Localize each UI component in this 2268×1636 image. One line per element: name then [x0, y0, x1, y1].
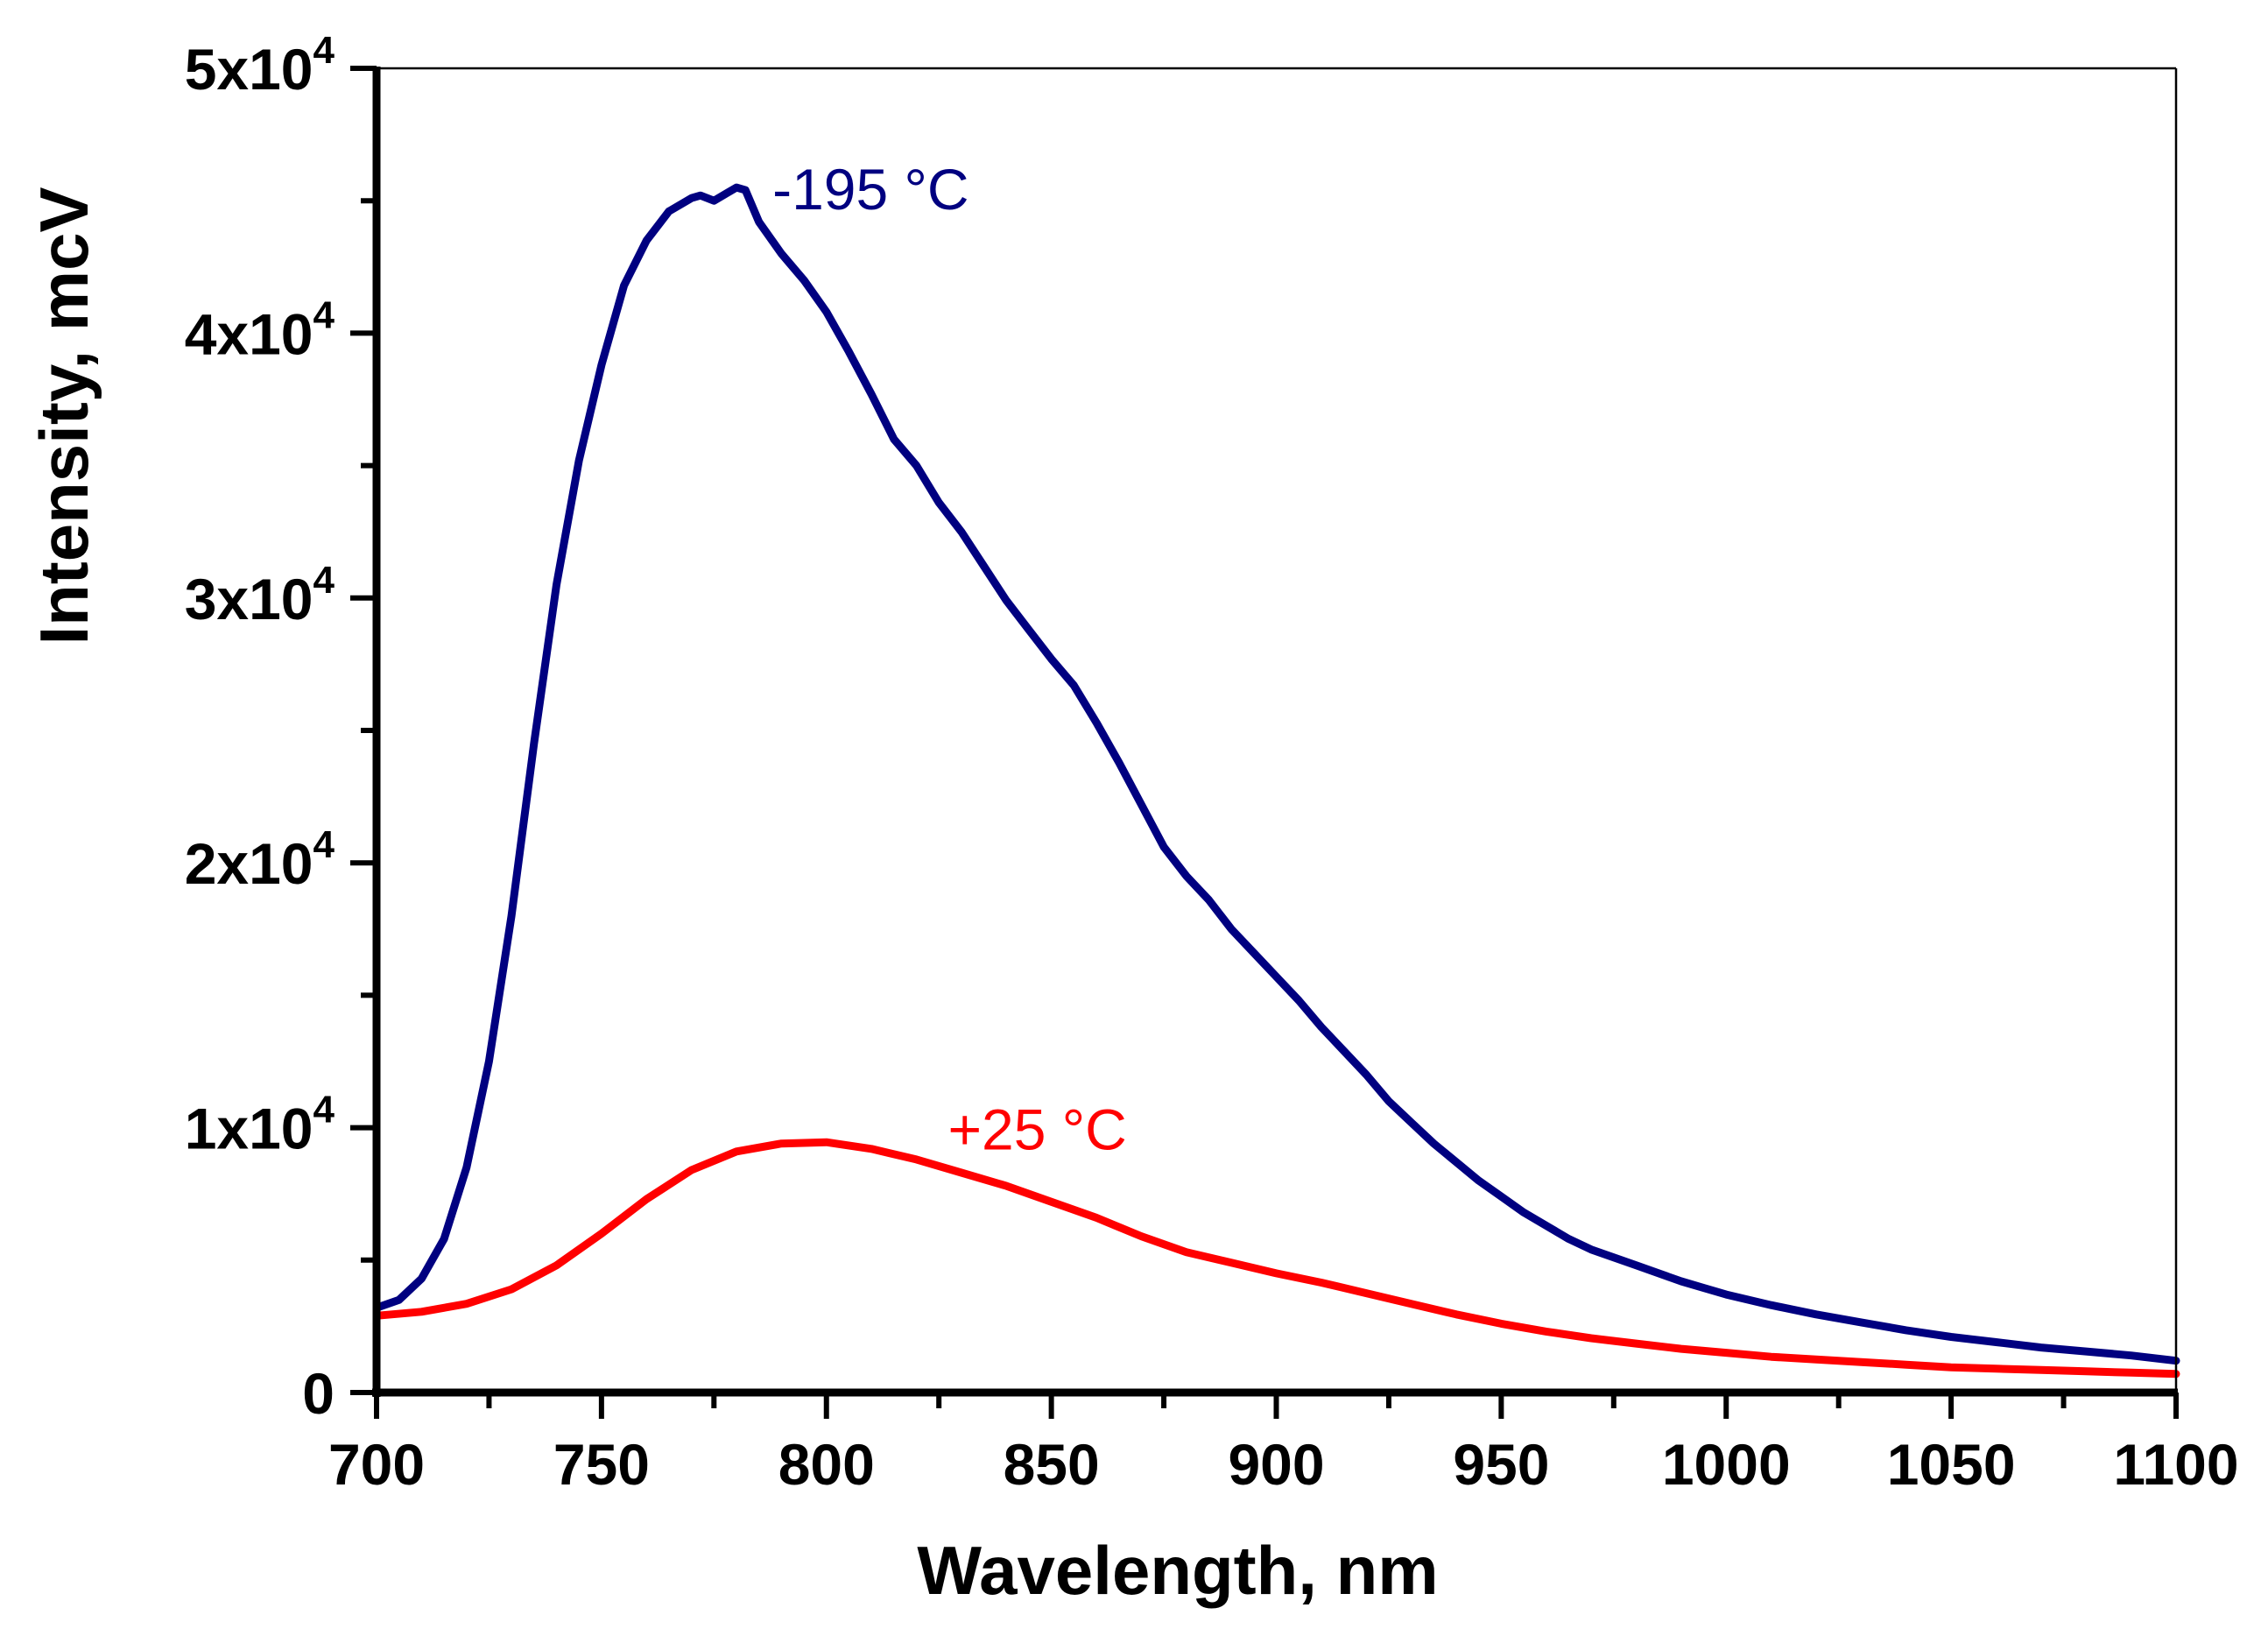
series-line-1	[372, 1138, 2180, 1379]
series-annotation-1: +25 °C	[947, 1097, 1126, 1162]
y-axis-title: Intensity, mcV	[25, 187, 102, 645]
x-tick-label-6: 1000	[1662, 1432, 1791, 1497]
x-tick-label-8: 1100	[2113, 1432, 2238, 1497]
x-tick-label-7: 1050	[1887, 1432, 2016, 1497]
x-tick-label-1: 750	[553, 1432, 650, 1497]
x-tick-label-4: 900	[1228, 1432, 1324, 1497]
series-layer	[372, 183, 2180, 1379]
series-line-0	[372, 183, 2180, 1365]
y-tick-label-3: 3x104	[185, 559, 335, 631]
x-tick-label-3: 850	[1004, 1432, 1100, 1497]
x-axis-title: Wavelength, nm	[917, 1532, 1438, 1609]
x-tick-label-0: 700	[328, 1432, 425, 1497]
x-tick-label-2: 800	[778, 1432, 875, 1497]
label-layer: -195 °C +25 °C 700 750 800 850 900 950 1000 1050 1…	[185, 29, 2239, 1497]
y-tick-label-1: 1x104	[185, 1089, 335, 1161]
series-annotation-0: -195 °C	[772, 157, 969, 222]
y-tick-label-4: 4x104	[185, 293, 335, 366]
y-tick-label-0: 0	[302, 1361, 335, 1426]
x-tick-label-5: 950	[1453, 1432, 1549, 1497]
axes-layer	[350, 66, 2179, 1419]
y-tick-label-5: 5x104	[185, 29, 335, 102]
y-tick-label-2: 2x104	[185, 823, 335, 896]
